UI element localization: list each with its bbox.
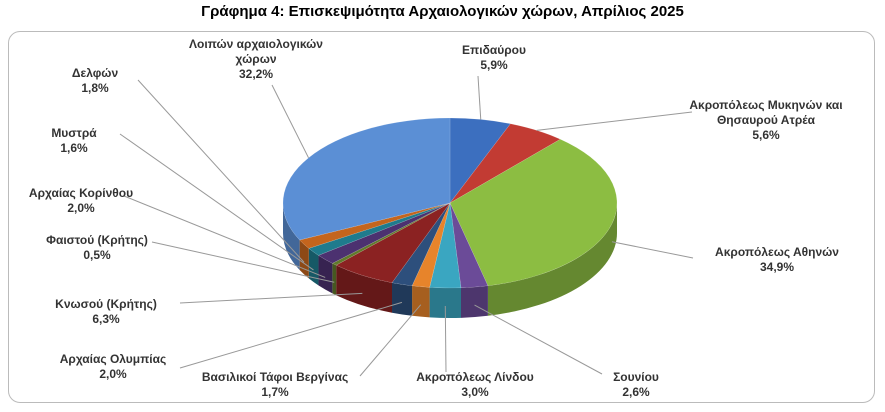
slice: [331, 202, 451, 266]
slice: [299, 202, 451, 249]
slice: [449, 123, 561, 204]
category-label: Ακροπόλεως Αθηνών: [715, 245, 839, 259]
value-label: 3,0%: [461, 385, 489, 399]
category-label: Επιδαύρου: [462, 43, 526, 57]
slice-side: [308, 248, 319, 286]
category-label: Ακροπόλεως Μυκηνών και Θησαυρού Ατρέα: [689, 98, 843, 127]
category-label: Σουνίου: [613, 370, 659, 384]
slice-side: [299, 240, 309, 279]
category-label: Μυστρά: [51, 126, 97, 140]
slice: [335, 202, 451, 283]
chart-frame: [8, 31, 875, 403]
category-label: Δελφών: [71, 66, 119, 80]
value-label: 5,9%: [480, 58, 508, 72]
slice: [429, 202, 462, 289]
category-label: Φαιστού (Κρήτης): [46, 233, 148, 247]
value-label: 6,3%: [92, 312, 120, 326]
slice: [411, 202, 451, 288]
category-label: Ακροπόλεως Λίνδου: [416, 370, 534, 384]
slice: [449, 138, 618, 287]
slice: [282, 117, 451, 241]
value-label: 5,6%: [752, 128, 780, 142]
slice: [317, 202, 451, 264]
category-label: Αρχαίας Ολυμπίας: [59, 352, 167, 366]
value-label: 2,0%: [99, 367, 127, 381]
slice: [391, 202, 451, 287]
slice-side: [412, 285, 430, 318]
leader-line: [611, 241, 694, 259]
value-label: 1,8%: [81, 81, 109, 95]
slice-side: [332, 263, 337, 296]
slice: [449, 117, 511, 204]
leader-line: [359, 304, 422, 377]
slice: [308, 202, 451, 256]
leader-line: [477, 75, 482, 120]
slice-side: [318, 255, 333, 294]
slice-side: [460, 285, 488, 318]
leader-line: [179, 301, 403, 369]
chart-title: Γράφημα 4: Επισκεψιμότητα Αρχαιολογικών …: [201, 3, 684, 20]
leader-line: [151, 241, 335, 283]
value-label: 32,2%: [238, 67, 274, 81]
leader-line: [123, 195, 326, 278]
leader-line: [271, 84, 309, 159]
slice-side: [487, 203, 617, 316]
leader-line: [137, 79, 305, 263]
value-label: 0,5%: [83, 248, 111, 262]
value-label: 2,6%: [622, 385, 650, 399]
leader-line: [444, 305, 447, 373]
value-label: 2,0%: [67, 201, 95, 215]
leader-line: [119, 133, 314, 271]
category-label: Αρχαίας Κορίνθου: [28, 186, 134, 200]
value-label: 1,6%: [60, 141, 88, 155]
category-label: Βασιλικοί Τάφοι Βεργίνας: [201, 370, 349, 384]
value-label: 34,9%: [759, 260, 795, 274]
leader-line: [179, 292, 363, 304]
slice: [449, 202, 489, 289]
leader-line: [536, 111, 693, 131]
leader-line: [474, 304, 603, 375]
category-label: Λοιπών αρχαιολογικών χώρων: [189, 37, 323, 66]
value-label: 1,7%: [261, 385, 289, 399]
category-label: Κνωσού (Κρήτης): [55, 297, 157, 311]
slice-side: [429, 287, 461, 318]
slice-side: [392, 282, 413, 316]
slice-side: [336, 265, 393, 313]
